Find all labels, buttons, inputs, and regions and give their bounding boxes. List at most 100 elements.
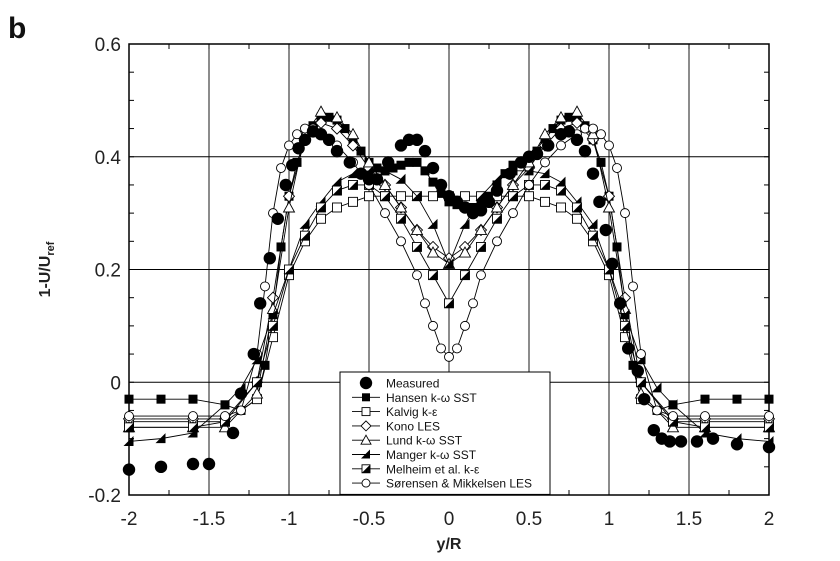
marker-shape	[636, 349, 646, 360]
data-point	[570, 105, 584, 117]
data-point	[268, 332, 278, 343]
data-point	[474, 204, 488, 217]
data-point	[332, 185, 342, 196]
marker-shape	[188, 411, 198, 422]
data-point	[459, 218, 470, 229]
data-point	[266, 291, 280, 304]
marker-fill	[348, 180, 358, 190]
data-point	[226, 426, 240, 440]
data-point	[647, 423, 660, 437]
data-point	[346, 127, 360, 140]
data-point	[556, 185, 566, 196]
data-point	[444, 351, 454, 362]
data-point	[636, 377, 646, 388]
data-point	[524, 179, 534, 190]
marker-shape	[651, 382, 662, 393]
marker-fill	[444, 298, 454, 308]
marker-fill	[540, 180, 550, 190]
marker-shape	[412, 270, 422, 281]
marker-shape	[434, 178, 448, 192]
data-point	[324, 112, 334, 122]
data-point	[468, 298, 478, 309]
marker-shape	[606, 257, 619, 271]
marker-shape	[370, 173, 384, 186]
marker-shape	[299, 218, 310, 229]
marker-shape	[362, 155, 376, 168]
marker-shape	[578, 144, 592, 158]
marker-shape	[154, 460, 168, 474]
data-point	[361, 478, 371, 488]
marker-shape	[732, 394, 742, 404]
data-point	[690, 435, 704, 448]
marker-fill	[396, 214, 406, 224]
marker-shape	[123, 435, 134, 446]
marker-shape	[361, 478, 371, 488]
data-point	[622, 342, 635, 355]
data-point	[124, 422, 134, 433]
marker-shape	[700, 411, 710, 422]
axis-ticks: -2 -1.5 -1 -0.5 0 0.5 1 1.5 2 -0.2 0 0.2 0.4 0.6	[88, 35, 774, 530]
data-point	[700, 422, 710, 433]
data-point	[570, 116, 584, 130]
marker-fill	[362, 464, 370, 473]
marker-shape	[186, 457, 200, 471]
data-point	[394, 201, 408, 213]
data-point	[434, 178, 448, 192]
data-point	[340, 124, 350, 134]
marker-shape	[267, 309, 278, 320]
data-point	[234, 387, 248, 400]
marker-shape	[330, 122, 344, 135]
marker-shape	[420, 298, 430, 309]
data-point	[587, 218, 598, 229]
data-point	[124, 394, 134, 404]
marker-shape	[282, 201, 296, 213]
data-point	[614, 297, 627, 310]
data-point	[555, 176, 566, 187]
data-point	[360, 434, 372, 445]
data-point	[418, 144, 432, 158]
marker-shape	[762, 440, 776, 454]
data-point	[360, 420, 372, 432]
data-point	[764, 411, 774, 422]
marker-shape	[444, 351, 454, 362]
marker-shape	[586, 127, 600, 140]
data-point	[490, 201, 504, 213]
data-point	[219, 399, 230, 410]
marker-shape	[380, 208, 390, 219]
marker-shape	[555, 176, 566, 187]
data-point	[586, 167, 600, 180]
data-point	[556, 140, 566, 151]
marker-shape	[474, 204, 488, 217]
data-point	[252, 377, 262, 388]
data-point	[396, 160, 406, 170]
data-point	[452, 343, 462, 354]
marker-shape	[298, 133, 312, 147]
marker-shape	[418, 144, 432, 158]
data-point	[599, 223, 612, 237]
series-measured	[122, 125, 776, 476]
data-point	[524, 191, 534, 202]
marker-shape	[276, 163, 286, 173]
marker-shape	[491, 173, 502, 184]
marker-shape	[284, 140, 294, 151]
data-point	[361, 449, 370, 459]
data-point	[428, 320, 438, 331]
data-point	[361, 407, 371, 417]
marker-shape	[218, 420, 232, 433]
marker-shape	[188, 394, 198, 404]
marker-shape	[622, 342, 635, 355]
marker-shape	[556, 202, 566, 213]
x-tick-label: -1	[281, 509, 298, 530]
marker-shape	[586, 167, 600, 180]
marker-shape	[347, 168, 358, 179]
marker-shape	[362, 393, 370, 402]
y-axis-label-main: 1-U/U	[37, 256, 54, 298]
marker-fill	[588, 231, 598, 241]
marker-shape	[436, 343, 446, 354]
marker-shape	[690, 435, 704, 448]
x-tick-label: -1.5	[193, 509, 226, 530]
data-point	[247, 347, 260, 361]
marker-shape	[286, 159, 299, 172]
data-point	[428, 191, 438, 202]
